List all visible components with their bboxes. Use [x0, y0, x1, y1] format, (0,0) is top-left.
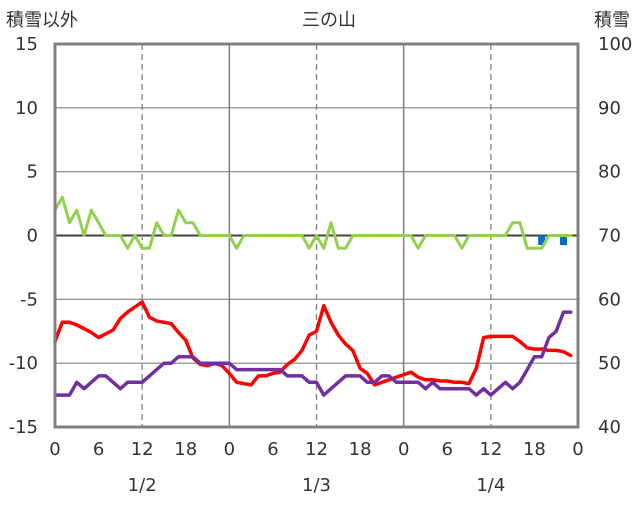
left-tick-label: 5: [27, 162, 38, 183]
x-tick-label: 12: [479, 439, 502, 460]
x-tick-label: 12: [305, 439, 328, 460]
bars-layer: [538, 235, 567, 246]
series-line-red: [53, 300, 573, 387]
left-tick-label: -10: [9, 353, 38, 374]
x-tick-label: 6: [442, 439, 453, 460]
left-tick-label: 10: [15, 98, 38, 119]
x-tick-label: 6: [93, 439, 104, 460]
x-tick-label: 0: [572, 439, 583, 460]
left-tick-label: -15: [9, 417, 38, 438]
x-tick-label: 18: [523, 439, 546, 460]
x-tick-label: 0: [49, 439, 60, 460]
day-label: 1/3: [302, 475, 331, 496]
x-tick-label: 18: [174, 439, 197, 460]
left-tick-label: 0: [27, 226, 38, 247]
series-line-purple: [53, 310, 573, 397]
x-tick-label: 0: [224, 439, 235, 460]
day-label: 1/4: [476, 475, 505, 496]
left-axis-label: 積雪以外: [6, 10, 78, 31]
right-tick-label: 60: [598, 289, 621, 310]
series-layer: [53, 195, 573, 397]
right-tick-label: 50: [598, 353, 621, 374]
x-tick-label: 0: [398, 439, 409, 460]
day-label: 1/2: [128, 475, 157, 496]
left-tick-label: -5: [20, 289, 38, 310]
chart-title: 三の山: [302, 10, 356, 31]
right-tick-label: 90: [598, 98, 621, 119]
x-tick-label: 6: [267, 439, 278, 460]
right-axis-label: 積雪: [594, 10, 630, 31]
right-tick-label: 40: [598, 417, 621, 438]
x-tick-label: 18: [349, 439, 372, 460]
right-tick-label: 100: [598, 34, 632, 55]
snow-bar: [559, 235, 567, 246]
series-line-green: [53, 195, 573, 250]
snow-bar: [538, 235, 546, 246]
right-tick-label: 70: [598, 226, 621, 247]
left-tick-label: 15: [15, 34, 38, 55]
right-tick-label: 80: [598, 162, 621, 183]
x-tick-label: 12: [131, 439, 154, 460]
plot-frame: [53, 42, 580, 429]
